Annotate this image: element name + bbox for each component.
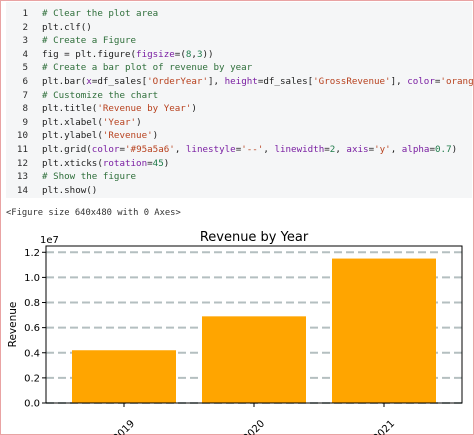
y-tick-label: 0.6: [24, 323, 40, 334]
code-line[interactable]: 13 # Show the figure: [6, 170, 472, 183]
code-comment: # Customize the chart: [42, 89, 159, 101]
code-text: plt.xticks(rotation=45): [42, 157, 170, 169]
code-text: plt.xlabel('Year'): [42, 116, 142, 128]
y-multiplier-label: 1e7: [40, 235, 59, 246]
line-number: 6: [22, 76, 28, 87]
code-line[interactable]: 1 # Clear the plot area: [6, 7, 472, 20]
code-comment: # Clear the plot area: [42, 8, 159, 19]
code-text: fig = plt.figure(figsize=(8,3)): [42, 48, 214, 60]
code-text: plt.ylabel('Revenue'): [42, 130, 159, 142]
code-line[interactable]: 14 plt.show(): [6, 184, 472, 197]
y-tick-label: 0.2: [24, 373, 40, 384]
line-number: 9: [22, 116, 28, 128]
code-text: plt.show(): [42, 184, 98, 196]
line-number: 3: [22, 35, 28, 47]
line-number: 1: [22, 8, 28, 19]
x-tick-label: 2019: [111, 418, 137, 435]
y-tick-label: 0.4: [24, 348, 40, 359]
code-line[interactable]: 6 plt.bar(x=df_sales['OrderYear'], height…: [6, 75, 474, 88]
code-line[interactable]: 11 plt.grid(color='#95a5a6', linestyle='-…: [6, 143, 472, 156]
code-text: plt.grid(color='#95a5a6', linestyle='--'…: [42, 144, 458, 155]
code-text: plt.title('Revenue by Year'): [42, 103, 197, 115]
code-comment: # Create a bar plot of revenue by year: [42, 62, 253, 74]
revenue-bar-chart: Revenue by Year 1e7 Revenue 0.0 0.2 0.4 0.6 0.8…: [7, 230, 463, 435]
code-line[interactable]: 7 # Customize the chart: [6, 89, 472, 102]
y-tick-label: 1.0: [24, 273, 40, 284]
code-comment: # Create a Figure: [42, 35, 137, 47]
code-line[interactable]: 4 fig = plt.figure(figsize=(8,3)): [6, 48, 472, 61]
bar: [332, 258, 436, 403]
x-tick-label: 2020: [241, 418, 267, 435]
code-line[interactable]: 10 plt.ylabel('Revenue'): [6, 129, 472, 142]
code-line[interactable]: 8 plt.title('Revenue by Year'): [6, 102, 472, 115]
bar: [202, 316, 306, 403]
line-number: 14: [16, 184, 28, 196]
code-text: plt.clf(): [42, 21, 92, 33]
code-comment: # Show the figure: [42, 171, 137, 183]
x-tick-label: 2021: [371, 418, 397, 435]
code-line[interactable]: 3 # Create a Figure: [6, 34, 472, 47]
figure-output-text: <Figure size 640x480 with 0 Axes>: [6, 208, 181, 218]
y-tick-label: 0.8: [24, 298, 40, 309]
line-number: 11: [16, 144, 28, 155]
line-number: 5: [22, 62, 28, 74]
line-number: 7: [22, 89, 28, 101]
line-number: 2: [22, 21, 28, 33]
y-tick-label: 0.0: [24, 399, 40, 410]
y-axis-label: Revenue: [7, 302, 19, 348]
line-number: 12: [16, 157, 28, 169]
chart-title: Revenue by Year: [200, 230, 309, 245]
code-line[interactable]: 9 plt.xlabel('Year'): [6, 116, 472, 129]
code-line[interactable]: 5 # Create a bar plot of revenue by year: [6, 61, 472, 74]
line-number: 10: [16, 130, 28, 142]
line-number: 4: [22, 48, 28, 60]
line-number: 8: [22, 103, 28, 115]
line-number: 13: [16, 171, 28, 183]
bar: [72, 350, 176, 403]
code-text: plt.bar(x=df_sales['OrderYear'], height=…: [42, 76, 474, 87]
code-line[interactable]: 12 plt.xticks(rotation=45): [6, 157, 472, 170]
code-cell[interactable]: 1 # Clear the plot area 2 plt.clf() 3 # Creat…: [6, 2, 474, 198]
code-line[interactable]: 2 plt.clf(): [6, 21, 472, 34]
y-tick-label: 1.2: [24, 248, 40, 259]
